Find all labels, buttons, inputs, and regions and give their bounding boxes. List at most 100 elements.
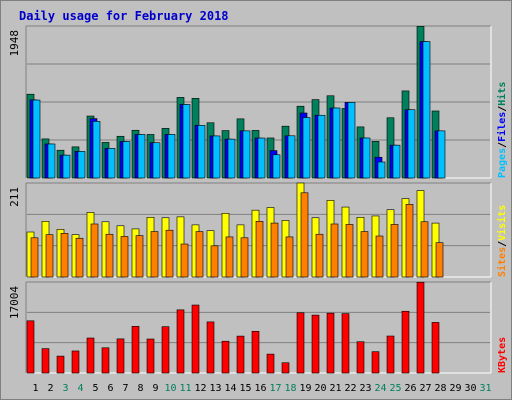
bar-sites [255, 221, 264, 278]
bar-kbytes [371, 351, 380, 374]
bar-kbytes [236, 335, 245, 374]
bar-kbytes [71, 350, 80, 374]
bar-pages [362, 137, 371, 179]
bar-kbytes [356, 341, 365, 374]
day-tick-label: 30 [464, 383, 476, 394]
bar-pages [77, 151, 86, 179]
bar-kbytes [56, 355, 65, 374]
legend-part: / [497, 241, 508, 247]
bar-kbytes [251, 330, 260, 374]
bar-pages [347, 102, 356, 179]
day-tick-label: 25 [389, 383, 401, 394]
bar-kbytes [101, 347, 110, 374]
bar-pages [197, 125, 206, 179]
bar-sites [90, 223, 99, 278]
panel-kbytes: 17004 KBytes [8, 281, 508, 374]
bar-kbytes [416, 281, 425, 374]
bar-pages [392, 144, 401, 179]
bar-kbytes [146, 338, 155, 374]
day-tick-label: 22 [344, 383, 356, 394]
legend-label: Sites/Visits [496, 205, 508, 277]
bar-pages [287, 135, 296, 179]
bar-kbytes [296, 312, 305, 374]
bar-sites [435, 242, 444, 278]
chart-title: Daily usage for February 2018 [19, 9, 229, 23]
bar-kbytes [191, 304, 200, 374]
bar-pages [32, 99, 41, 179]
bar-pages [332, 107, 341, 179]
day-tick-label: 21 [329, 383, 341, 394]
bar-sites [150, 231, 159, 278]
legend-part: Visits [496, 205, 508, 241]
day-tick-label: 28 [434, 383, 446, 394]
legend-part: Hits [496, 82, 508, 106]
legend-part: Sites [496, 247, 508, 277]
day-tick-label: 14 [224, 383, 236, 394]
max-value-label: 211 [8, 187, 21, 207]
bar-sites [390, 224, 399, 278]
legend-part: Pages [497, 148, 508, 178]
day-tick-label: 2 [47, 383, 53, 394]
day-tick-label: 12 [194, 383, 206, 394]
day-tick-label: 19 [299, 383, 311, 394]
bar-sites [315, 233, 324, 278]
day-tick-label: 7 [122, 383, 128, 394]
bar-sites [45, 234, 54, 278]
day-tick-label: 15 [239, 383, 251, 394]
day-tick-label: 23 [359, 383, 371, 394]
bar-sites [30, 237, 39, 278]
bar-sites [165, 229, 174, 278]
day-tick-label: 29 [449, 383, 461, 394]
bar-sites [210, 245, 219, 278]
bar-pages [257, 137, 266, 179]
bar-kbytes [311, 314, 320, 374]
bar-sites [285, 236, 294, 278]
bar-kbytes [431, 322, 440, 374]
bar-sites [60, 233, 69, 278]
bar-kbytes [221, 340, 230, 374]
legend-label: KBytes [497, 337, 508, 373]
legend-label: Pages/Files/Hits [496, 82, 508, 178]
bar-pages [47, 143, 56, 179]
legend-part: KBytes [497, 337, 508, 373]
bar-pages [107, 148, 116, 179]
max-value-label: 1948 [8, 30, 21, 57]
bar-sites [330, 223, 339, 278]
bar-kbytes [26, 320, 35, 374]
bar-kbytes [206, 321, 215, 374]
day-tick-label: 16 [254, 383, 266, 394]
day-tick-label: 20 [314, 383, 326, 394]
bar-kbytes [116, 338, 125, 374]
panel-hits-files-pages: 1948 Pages/Files/Hits [8, 25, 508, 179]
bar-kbytes [281, 362, 290, 374]
bar-kbytes [326, 312, 335, 374]
bar-pages [212, 135, 221, 179]
day-tick-label: 4 [77, 383, 83, 394]
day-tick-label: 8 [137, 383, 143, 394]
day-tick-label: 26 [404, 383, 416, 394]
day-tick-label: 6 [107, 383, 113, 394]
bar-sites [120, 236, 129, 278]
bar-sites [225, 236, 234, 278]
bar-pages [122, 141, 131, 179]
bar-kbytes [176, 309, 185, 374]
bar-pages [437, 130, 446, 179]
bar-kbytes [401, 310, 410, 374]
bar-kbytes [131, 326, 140, 374]
bar-sites [420, 221, 429, 278]
bar-pages [377, 161, 386, 179]
panel-visits-sites: 211 Sites/Visits [8, 182, 508, 278]
bar-kbytes [266, 353, 275, 374]
day-tick-label: 9 [152, 383, 158, 394]
day-tick-label: 3 [62, 383, 68, 394]
bar-kbytes [86, 337, 95, 374]
bar-kbytes [341, 313, 350, 374]
day-tick-label: 24 [374, 383, 386, 394]
day-tick-label: 5 [92, 383, 98, 394]
bar-pages [92, 121, 101, 179]
bar-sites [375, 235, 384, 278]
day-tick-label: 13 [209, 383, 221, 394]
bar-pages [317, 114, 326, 179]
legend-part: Files [496, 112, 508, 142]
